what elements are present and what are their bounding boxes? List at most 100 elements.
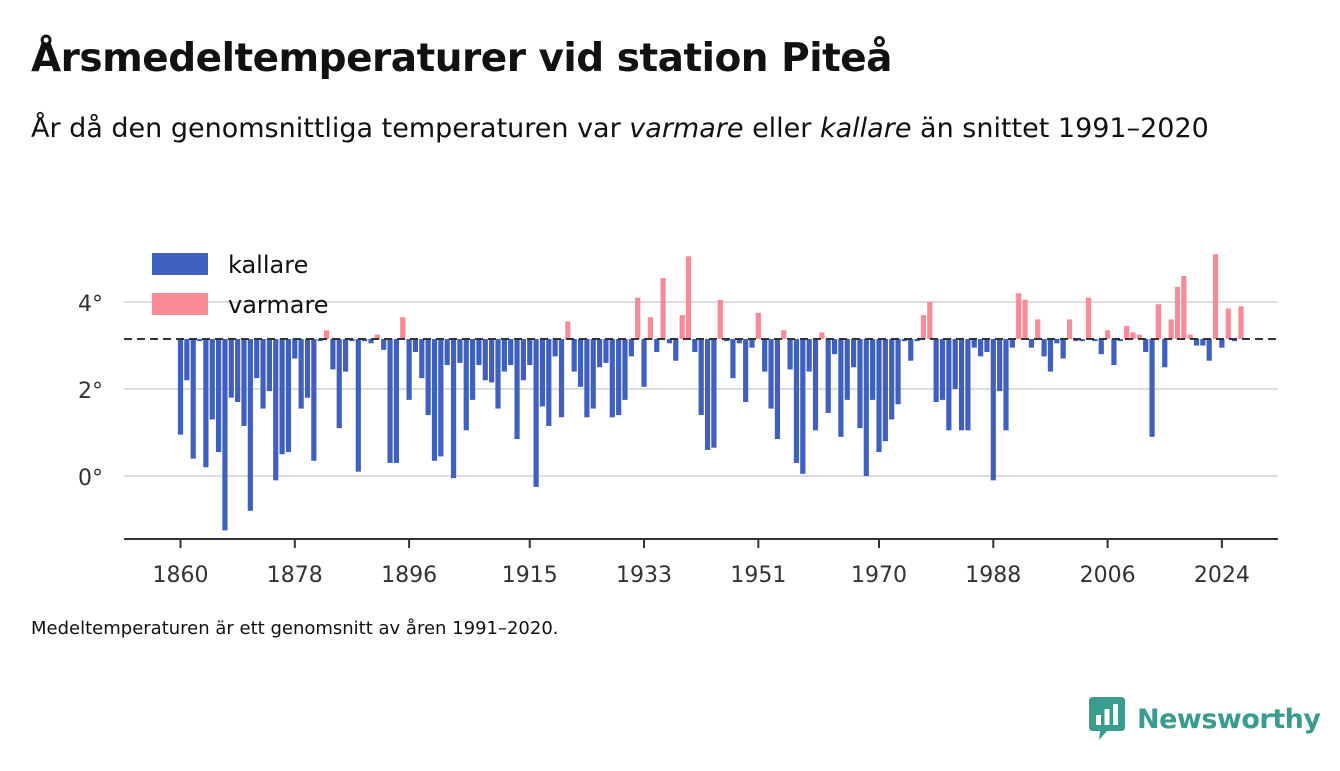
bar-colder — [368, 338, 374, 344]
x-tick-label: 2024 — [1194, 563, 1250, 588]
bar-colder — [419, 338, 425, 379]
bar-colder — [190, 338, 196, 459]
bar-colder — [590, 338, 596, 409]
bar-warmer — [1124, 325, 1130, 339]
bar-colder — [971, 338, 977, 348]
bar-colder — [209, 338, 215, 420]
page-subtitle: År då den genomsnittliga temperaturen va… — [31, 107, 1231, 151]
bar-colder — [673, 338, 679, 361]
bar-warmer — [1130, 332, 1136, 339]
bar-colder — [1092, 338, 1098, 342]
bar-colder — [298, 338, 304, 409]
bar-colder — [196, 338, 203, 342]
bar-colder — [203, 338, 209, 468]
bar-colder — [831, 338, 838, 355]
x-tick-label: 1878 — [267, 563, 323, 588]
bar-colder — [882, 338, 888, 442]
bar-colder — [362, 338, 368, 342]
bar-warmer — [565, 321, 571, 339]
bar-colder — [749, 338, 755, 348]
bar-colder — [1143, 338, 1149, 353]
legend-label-varmare: varmare — [228, 291, 329, 319]
bar-colder — [851, 338, 857, 368]
bar-colder — [1200, 338, 1206, 346]
bar-colder — [1162, 338, 1168, 368]
bar-colder — [597, 338, 603, 368]
bar-warmer — [717, 299, 723, 339]
bar-colder — [495, 338, 501, 409]
bar-colder — [724, 338, 730, 342]
bar-colder — [666, 338, 673, 344]
bar-colder — [336, 338, 342, 429]
bar-colder — [406, 338, 412, 400]
bar-warmer — [400, 317, 406, 339]
footnote: Medeltemperaturen är ett genomsnitt av å… — [31, 618, 559, 639]
bar-colder — [533, 338, 539, 487]
bar-colder — [933, 338, 939, 403]
bar-colder — [1003, 338, 1009, 431]
y-tick-label: 4° — [78, 292, 103, 317]
bar-colder — [1009, 338, 1015, 348]
bar-colder — [812, 338, 819, 431]
bar-colder — [787, 338, 793, 370]
bar-warmer — [323, 330, 330, 339]
bar-colder — [1079, 338, 1085, 342]
bar-colder — [628, 338, 634, 357]
y-tick-label: 0° — [78, 466, 103, 491]
x-tick-label: 1933 — [616, 563, 672, 588]
bar-colder — [241, 338, 247, 426]
bar-colder — [489, 338, 495, 383]
brand-name: Newsworthy — [1137, 703, 1321, 735]
bar-colder — [641, 338, 647, 387]
bar-colder — [863, 338, 869, 476]
bar-warmer — [647, 317, 653, 339]
bar-colder — [285, 338, 292, 453]
bar-colder — [355, 338, 361, 472]
bar-colder — [279, 338, 285, 455]
bar-colder — [692, 338, 698, 353]
bar-colder — [1060, 338, 1066, 359]
bars-group — [177, 254, 1244, 531]
bar-colder — [958, 338, 965, 431]
bar-colder — [736, 338, 742, 344]
bar-colder — [381, 338, 387, 350]
bar-colder — [438, 338, 444, 457]
bar-colder — [317, 338, 323, 342]
bar-colder — [349, 338, 355, 342]
bar-colder — [228, 338, 234, 398]
bar-colder — [539, 338, 546, 407]
bar-colder — [870, 338, 876, 400]
bar-colder — [216, 338, 222, 453]
bar-colder — [1098, 338, 1104, 355]
bar-colder — [266, 338, 272, 392]
bar-colder — [844, 338, 850, 400]
bar-colder — [412, 338, 419, 353]
bar-colder — [527, 338, 533, 366]
bar-colder — [1054, 338, 1060, 344]
bar-warmer — [755, 312, 761, 339]
bar-colder — [184, 338, 190, 381]
bar-colder — [260, 338, 266, 409]
bar-colder — [584, 338, 590, 418]
bar-colder — [304, 338, 311, 398]
bar-warmer — [927, 302, 933, 339]
x-tick-label: 1860 — [153, 563, 209, 588]
bar-colder — [895, 338, 901, 405]
bar-warmer — [1085, 297, 1092, 339]
x-tick-label: 2006 — [1080, 563, 1136, 588]
subtitle-text-3: än snittet 1991–2020 — [911, 113, 1209, 144]
x-tick-label: 1970 — [851, 563, 907, 588]
bar-warmer — [1136, 334, 1142, 339]
bar-colder — [622, 338, 628, 400]
bar-colder — [939, 338, 946, 400]
bar-colder — [177, 338, 184, 435]
legend-label-kallare: kallare — [228, 251, 308, 279]
bar-colder — [514, 338, 520, 440]
bar-warmer — [920, 315, 927, 339]
page-title: Årsmedeltemperaturer vid station Piteå — [31, 36, 892, 81]
bar-colder — [1149, 338, 1155, 437]
y-tick-label: 2° — [78, 379, 103, 404]
bar-warmer — [1066, 319, 1073, 339]
bar-colder — [762, 338, 768, 372]
bar-warmer — [1022, 299, 1028, 339]
